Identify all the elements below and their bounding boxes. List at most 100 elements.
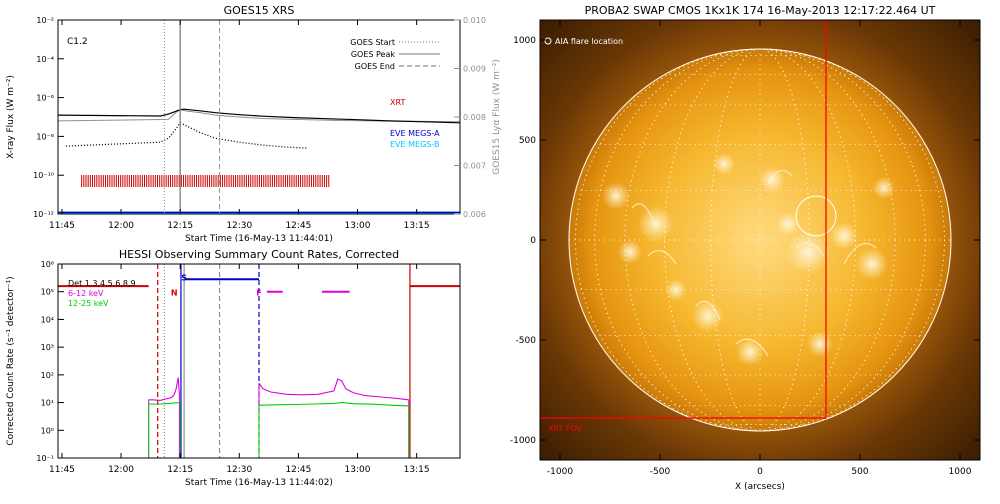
hessi-x-tick-label: 11:45 xyxy=(49,465,75,475)
swap-panel: PROBA2 SWAP CMOS 1Kx1K 174 16-May-2013 1… xyxy=(510,4,981,492)
active-region-glow xyxy=(830,222,858,250)
coronal-loop xyxy=(843,243,877,265)
hessi-y-tick-label: 10¹ xyxy=(41,399,54,408)
hessi-legend-label: 6-12 keV xyxy=(68,289,104,298)
hessi-y-axis-label: Corrected Count Rate (s⁻¹ detector⁻¹) xyxy=(6,276,16,445)
goes-class-label: C1.2 xyxy=(67,37,88,47)
goes-y2-tick-label: 0.010 xyxy=(463,16,486,25)
goes-x-tick-label: 12:30 xyxy=(226,221,252,231)
coronal-loop xyxy=(767,169,793,185)
coronal-loop xyxy=(647,249,677,265)
goes-legend-label: GOES Peak xyxy=(351,50,396,59)
goes-x-tick-label: 11:45 xyxy=(49,221,75,231)
swap-y-tick-label: -500 xyxy=(516,336,537,346)
hessi-x-tick-label: 13:15 xyxy=(404,465,430,475)
hessi-x-tick-label: 12:30 xyxy=(226,465,252,475)
longitude-gridline xyxy=(664,48,856,432)
swap-y-tick-label: -1000 xyxy=(510,436,536,446)
active-region-glow xyxy=(602,182,630,210)
goes-axes: XRT EVE MEGS-A EVE MEGS-B 11:45 12:00 12:15 12… xyxy=(33,16,486,231)
goes-y-tick-label: 10⁻² xyxy=(36,16,54,25)
coronal-loop xyxy=(735,338,769,357)
hessi-y-tick-label: 10⁵ xyxy=(41,288,54,297)
hessi-x-tick-label: 13:00 xyxy=(345,465,371,475)
active-region-glow xyxy=(618,240,642,264)
hessi-x-tick-label: 12:45 xyxy=(285,465,311,475)
hessi-y-tick-label: 10⁰ xyxy=(41,426,54,435)
swap-x-axis-label: X (arcsecs) xyxy=(735,482,785,492)
lyman-alpha-curve xyxy=(58,109,460,123)
goes-xrs-panel: GOES15 XRS XRT EVE MEGS-A EVE MEGS-B 11:45 1… xyxy=(6,4,502,244)
goes-y2-tick-label: 0.008 xyxy=(463,113,486,122)
hessi-x-tick-label: 12:15 xyxy=(167,465,193,475)
swap-y-tick-label: 1000 xyxy=(513,36,536,46)
aia-legend-label: AIA flare location xyxy=(555,37,623,46)
hessi-chart-title: HESSI Observing Summary Count Rates, Cor… xyxy=(119,248,399,261)
hessi-plot-area xyxy=(58,264,460,458)
hessi-flag-label: S xyxy=(181,273,187,282)
coronal-loop xyxy=(631,203,657,229)
hessi-plot-frame xyxy=(57,263,461,459)
goes-x-tick-label: 13:15 xyxy=(404,221,430,231)
aia-legend-marker xyxy=(544,37,552,45)
active-region-glow xyxy=(807,331,833,357)
swap-x-tick-label: -1000 xyxy=(547,467,573,477)
aia-flare-location-circle xyxy=(795,195,837,237)
hessi-legend-label: 12-25 keV xyxy=(68,299,109,308)
longitude-gridline xyxy=(575,48,945,432)
xrt-fov-box xyxy=(540,20,827,419)
hessi-x-axis-label: Start Time (16-May-13 11:44:02) xyxy=(185,478,333,488)
swap-x-tick-label: -500 xyxy=(650,467,671,477)
hessi-panel: HESSI Observing Summary Count Rates, Cor… xyxy=(6,248,461,488)
goes-x-tick-label: 13:00 xyxy=(345,221,371,231)
swap-x-tick-label: 1000 xyxy=(949,467,972,477)
goes-legend-label: GOES End xyxy=(355,62,395,71)
goes-y-tick-label: 10⁻¹² xyxy=(33,210,54,219)
hessi-x-tick-label: 12:00 xyxy=(108,465,134,475)
heliographic-grid xyxy=(569,48,951,432)
goes-x-tick-label: 12:15 xyxy=(167,221,193,231)
active-region-glow xyxy=(776,212,800,236)
swap-y-tick-label: 0 xyxy=(530,236,536,246)
goes-y-tick-label: 10⁻⁸ xyxy=(36,132,54,141)
hessi-flag-label: N xyxy=(171,289,178,298)
active-region-glow xyxy=(736,338,764,366)
hessi-6-12-kev-curve xyxy=(148,377,180,401)
eve-megs-b-label: EVE MEGS-B xyxy=(390,140,439,149)
swap-x-tick-label: 0 xyxy=(757,467,763,477)
hessi-legend-label: Det 1,3,4,5,6,8,9 xyxy=(68,279,136,288)
xray-short-curve xyxy=(65,121,307,149)
swap-image-title: PROBA2 SWAP CMOS 1Kx1K 174 16-May-2013 1… xyxy=(585,4,936,17)
goes-y2-axis-label: GOES15 Lyα Flux (W m⁻²) xyxy=(492,59,502,175)
hessi-y-tick-label: 10⁻¹ xyxy=(36,454,54,463)
xrt-series-label: XRT xyxy=(390,98,405,107)
active-region-glow xyxy=(692,300,724,332)
hessi-flag-label: F xyxy=(256,289,261,298)
goes-x-axis-label: Start Time (16-May-13 11:44:01) xyxy=(185,234,333,244)
goes-legend-label: GOES Start xyxy=(350,38,395,47)
xrt-fov-label: XRT FOV xyxy=(548,424,583,433)
swap-y-tick-label: 500 xyxy=(519,136,536,146)
swap-image-area xyxy=(540,20,980,460)
active-region-glow xyxy=(873,177,895,199)
active-region-glow xyxy=(759,167,785,193)
active-region-glow xyxy=(713,153,735,175)
goes-plot-area xyxy=(58,20,460,214)
goes-y-tick-label: 10⁻⁴ xyxy=(36,55,54,64)
active-region-glow xyxy=(856,248,888,280)
goes-y2-tick-label: 0.006 xyxy=(463,210,486,219)
goes-y-tick-label: 10⁻⁶ xyxy=(36,94,54,103)
hessi-y-tick-label: 10³ xyxy=(41,343,54,352)
goes-chart-title: GOES15 XRS xyxy=(224,4,295,17)
active-region-glow xyxy=(638,206,674,242)
xray-long-curve xyxy=(58,108,460,124)
hessi-axes: NS F 11:45 12:00 12:15 12:30 12:45 13:00 13:15 10… xyxy=(36,260,429,475)
goes-x-tick-label: 12:45 xyxy=(285,221,311,231)
hessi-6-12-kev-curve xyxy=(258,378,409,401)
goes-y2-tick-label: 0.009 xyxy=(463,65,486,74)
hessi-12-25-kev-curve xyxy=(258,402,409,407)
solar-limb-circle xyxy=(568,48,952,432)
